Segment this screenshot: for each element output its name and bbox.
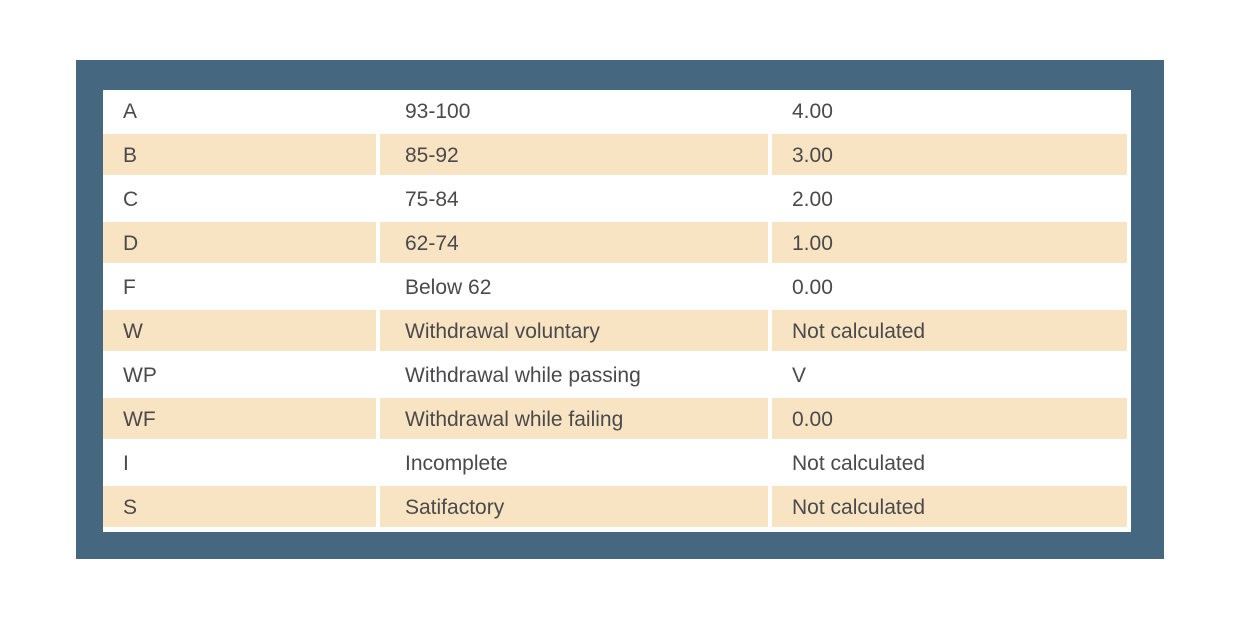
points-cell: 3.00 (772, 134, 1127, 175)
points-cell: 0.00 (772, 266, 1127, 307)
points-cell: 0.00 (772, 398, 1127, 439)
grade-cell: B (103, 134, 376, 175)
points-cell: 4.00 (772, 90, 1127, 131)
points-cell: 1.00 (772, 222, 1127, 263)
grade-cell: W (103, 310, 376, 351)
grade-cell: S (103, 486, 376, 527)
description-cell: Withdrawal while failing (380, 398, 768, 439)
description-cell: 62-74 (380, 222, 768, 263)
description-cell: 85-92 (380, 134, 768, 175)
grade-cell: F (103, 266, 376, 307)
grade-cell: WP (103, 354, 376, 395)
description-cell: Satifactory (380, 486, 768, 527)
description-cell: Withdrawal voluntary (380, 310, 768, 351)
grade-cell: I (103, 442, 376, 483)
points-cell: V (772, 354, 1127, 395)
points-cell: Not calculated (772, 486, 1127, 527)
table-frame: A 93-100 4.00 B 85-92 3.00 C 75-84 2.00 … (76, 60, 1164, 559)
description-cell: 93-100 (380, 90, 768, 131)
grading-table: A 93-100 4.00 B 85-92 3.00 C 75-84 2.00 … (103, 90, 1131, 532)
points-cell: Not calculated (772, 442, 1127, 483)
points-cell: 2.00 (772, 178, 1127, 219)
description-cell: 75-84 (380, 178, 768, 219)
grade-cell: WF (103, 398, 376, 439)
description-cell: Below 62 (380, 266, 768, 307)
description-cell: Incomplete (380, 442, 768, 483)
description-cell: Withdrawal while passing (380, 354, 768, 395)
grade-cell: C (103, 178, 376, 219)
grade-cell: D (103, 222, 376, 263)
grade-cell: A (103, 90, 376, 131)
points-cell: Not calculated (772, 310, 1127, 351)
